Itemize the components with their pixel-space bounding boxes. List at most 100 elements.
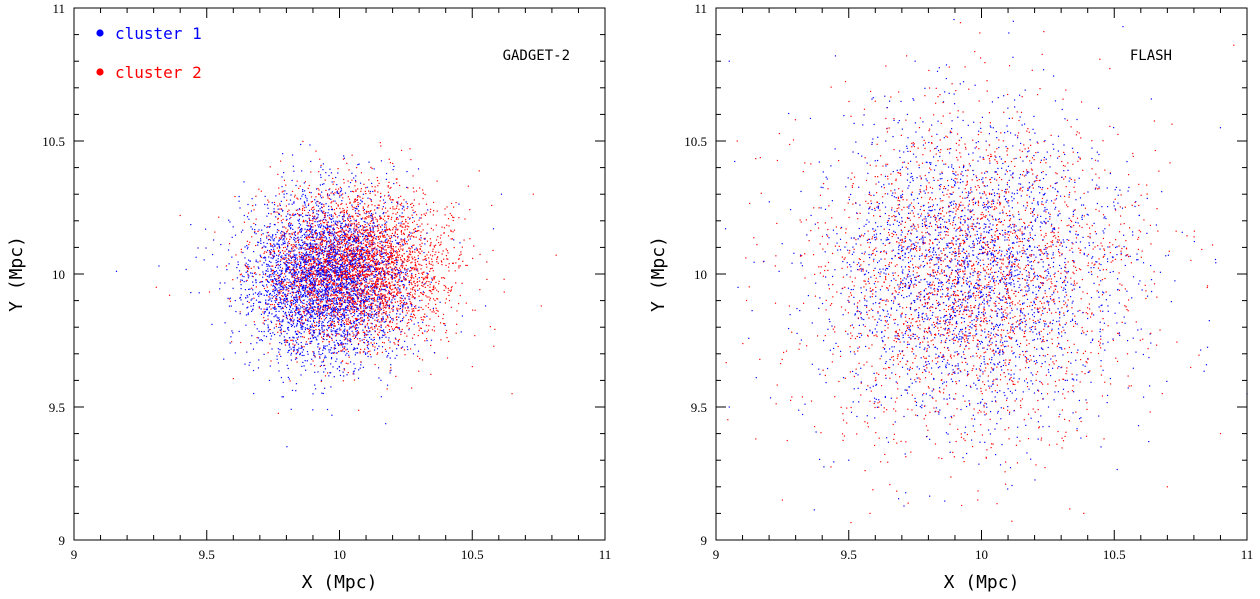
scatter-point (376, 354, 377, 355)
scatter-point (345, 226, 346, 227)
scatter-point (357, 284, 358, 285)
scatter-point (374, 339, 375, 340)
scatter-point (237, 277, 238, 278)
scatter-point (353, 320, 354, 321)
scatter-point (398, 219, 399, 220)
scatter-point (306, 234, 307, 235)
scatter-point (423, 319, 424, 320)
scatter-point (333, 258, 334, 259)
scatter-point (293, 323, 294, 324)
scatter-point (270, 293, 271, 294)
scatter-point (279, 209, 280, 210)
scatter-point (332, 340, 333, 341)
scatter-point (364, 349, 365, 350)
scatter-point (269, 343, 270, 344)
scatter-point (260, 238, 261, 239)
scatter-point (353, 230, 354, 231)
scatter-point (357, 280, 358, 281)
scatter-point (324, 388, 325, 389)
scatter-point (352, 316, 353, 317)
scatter-point (289, 314, 290, 315)
scatter-point (392, 351, 393, 352)
scatter-point (451, 307, 452, 308)
scatter-point (314, 384, 315, 385)
scatter-point (323, 336, 324, 337)
scatter-point (406, 287, 407, 288)
scatter-point (349, 270, 350, 271)
scatter-point (315, 307, 316, 308)
scatter-point (292, 229, 293, 230)
scatter-point (250, 226, 251, 227)
scatter-point (313, 279, 314, 280)
scatter-point (277, 232, 278, 233)
scatter-point (289, 350, 290, 351)
scatter-point (308, 270, 309, 271)
scatter-point (310, 248, 311, 249)
scatter-point (448, 235, 449, 236)
scatter-point (353, 334, 354, 335)
scatter-point (368, 328, 369, 329)
scatter-point (404, 258, 405, 259)
scatter-point (296, 297, 297, 298)
scatter-point (310, 275, 311, 276)
scatter-point (350, 320, 351, 321)
scatter-point (405, 315, 406, 316)
scatter-point (305, 204, 306, 205)
scatter-point (326, 220, 327, 221)
scatter-point (235, 235, 236, 236)
scatter-point (360, 368, 361, 369)
scatter-point (357, 213, 358, 214)
scatter-point (330, 266, 331, 267)
scatter-point (355, 175, 356, 176)
scatter-point (407, 307, 408, 308)
scatter-point (286, 219, 287, 220)
scatter-point (327, 290, 328, 291)
scatter-point (294, 288, 295, 289)
scatter-point (364, 335, 365, 336)
scatter-point (349, 357, 350, 358)
scatter-point (261, 191, 262, 192)
scatter-point (285, 300, 286, 301)
scatter-point (426, 340, 427, 341)
scatter-point (421, 214, 422, 215)
scatter-point (287, 328, 288, 329)
scatter-point (290, 251, 291, 252)
scatter-point (288, 368, 289, 369)
scatter-point (406, 269, 407, 270)
scatter-point (372, 273, 373, 274)
scatter-point (264, 251, 265, 252)
scatter-point (301, 320, 302, 321)
scatter-point (414, 324, 415, 325)
scatter-point (359, 283, 360, 284)
scatter-point (343, 323, 344, 324)
scatter-point (389, 198, 390, 199)
scatter-point (343, 296, 344, 297)
scatter-point (400, 303, 401, 304)
scatter-point (411, 277, 412, 278)
scatter-point (357, 304, 358, 305)
scatter-point (375, 238, 376, 239)
scatter-point (316, 300, 317, 301)
scatter-point (326, 334, 327, 335)
scatter-point (275, 195, 276, 196)
scatter-point (339, 208, 340, 209)
scatter-point (338, 292, 339, 293)
scatter-point (320, 208, 321, 209)
scatter-point (334, 283, 335, 284)
scatter-point (360, 183, 361, 184)
scatter-point (372, 168, 373, 169)
scatter-point (417, 356, 418, 357)
scatter-point (451, 231, 452, 232)
scatter-point (374, 243, 375, 244)
scatter-point (369, 225, 370, 226)
scatter-point (358, 227, 359, 228)
scatter-point (278, 317, 279, 318)
scatter-point (279, 321, 280, 322)
scatter-point (276, 255, 277, 256)
scatter-point (411, 275, 412, 276)
scatter-point (320, 301, 321, 302)
scatter-point (310, 326, 311, 327)
scatter-point (408, 239, 409, 240)
scatter-point (355, 220, 356, 221)
scatter-point (357, 296, 358, 297)
